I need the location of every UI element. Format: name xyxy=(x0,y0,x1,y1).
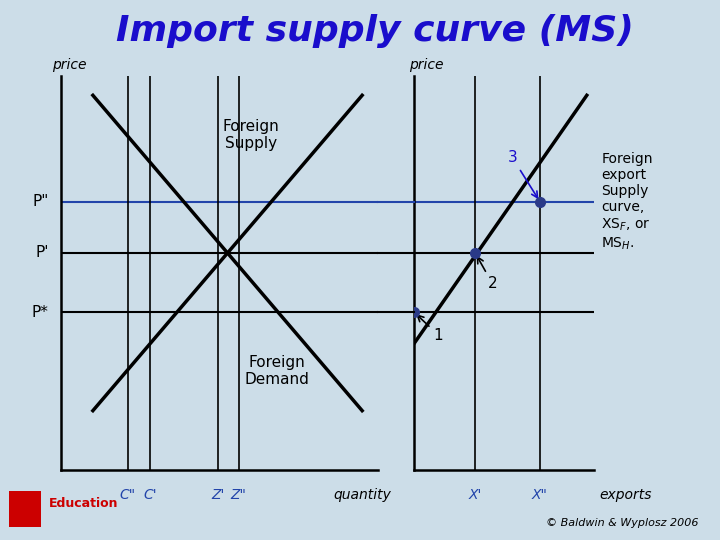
Text: C': C' xyxy=(143,488,157,502)
Text: Foreign
export
Supply
curve,
XS$_F$, or
MS$_H$.: Foreign export Supply curve, XS$_F$, or … xyxy=(601,152,653,252)
Text: Z': Z' xyxy=(212,488,225,502)
Text: 1: 1 xyxy=(418,315,444,343)
Text: P": P" xyxy=(32,194,48,209)
Text: Education: Education xyxy=(49,497,119,510)
Text: Graw: Graw xyxy=(14,506,36,515)
Text: C": C" xyxy=(120,488,136,502)
Text: 2: 2 xyxy=(477,257,498,292)
Text: P*: P* xyxy=(32,305,48,320)
Text: Mc: Mc xyxy=(18,495,32,504)
Text: price: price xyxy=(409,58,443,72)
Text: © Baldwin & Wyplosz 2006: © Baldwin & Wyplosz 2006 xyxy=(546,518,698,528)
Text: X': X' xyxy=(469,488,482,502)
Text: quantity: quantity xyxy=(333,488,391,502)
Text: Import supply curve (MS): Import supply curve (MS) xyxy=(115,14,634,48)
Text: Foreign
Supply: Foreign Supply xyxy=(223,119,279,151)
Text: Foreign
Demand: Foreign Demand xyxy=(244,355,309,388)
Text: 3: 3 xyxy=(508,150,538,198)
Text: price: price xyxy=(52,58,86,72)
Text: Z": Z" xyxy=(230,488,246,502)
Text: X": X" xyxy=(532,488,548,502)
Text: Hill: Hill xyxy=(18,516,32,525)
Text: exports: exports xyxy=(600,488,652,502)
Text: P': P' xyxy=(35,246,48,260)
